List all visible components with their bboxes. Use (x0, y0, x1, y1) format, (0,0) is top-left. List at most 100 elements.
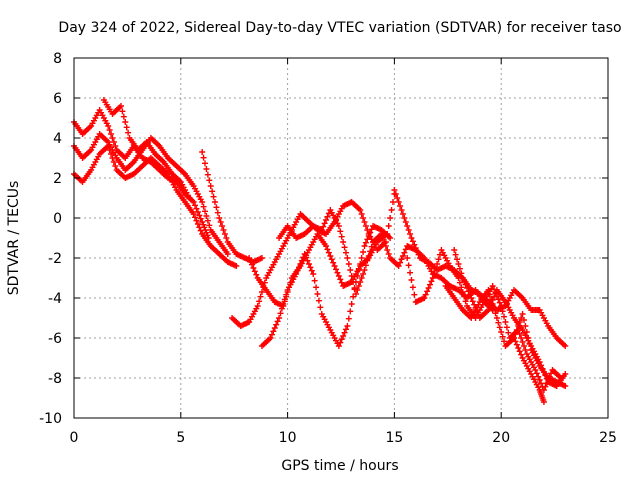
data-point (432, 265, 439, 272)
data-point (307, 264, 314, 271)
data-point (501, 338, 508, 345)
x-tick-label: 25 (599, 430, 617, 446)
data-point (362, 239, 369, 246)
data-point (398, 256, 405, 263)
data-point (311, 277, 318, 284)
data-point (305, 261, 312, 267)
data-point (394, 195, 401, 201)
x-tick-label: 0 (70, 430, 79, 446)
data-point (330, 259, 337, 266)
data-point (385, 223, 392, 229)
data-point (335, 343, 342, 349)
data-point (498, 303, 505, 309)
data-point (324, 213, 331, 220)
data-point (333, 266, 340, 273)
data-point (401, 215, 408, 221)
data-point (196, 224, 203, 231)
data-point (247, 258, 254, 265)
data-point (360, 249, 367, 255)
data-point (491, 305, 498, 312)
data-point (427, 281, 433, 288)
data-point (216, 215, 223, 221)
data-point (380, 235, 387, 241)
data-point (409, 238, 416, 245)
data-point (425, 285, 432, 291)
data-point (119, 108, 126, 115)
data-point (361, 243, 368, 249)
data-point (422, 291, 429, 298)
data-point (562, 371, 569, 377)
data-point (421, 295, 428, 301)
plot-frame (73, 57, 609, 419)
data-point (399, 211, 406, 217)
axis-ticks: 0 5 10 15 20 25 -10 -8 -6 -4 -2 0 2 4 6 8 (39, 51, 617, 446)
data-point (277, 310, 284, 317)
data-point (458, 284, 465, 291)
data-point (502, 319, 509, 325)
data-point (465, 288, 472, 295)
data-point (365, 233, 372, 239)
data-point (522, 323, 529, 329)
data-point (424, 288, 431, 295)
data-point (389, 199, 396, 205)
data-point (505, 329, 512, 336)
data-point (224, 251, 231, 257)
data-point (498, 329, 505, 335)
data-point (295, 264, 302, 271)
data-point (348, 273, 355, 279)
data-point (513, 327, 520, 333)
data-point (428, 278, 435, 285)
data-point (120, 113, 127, 120)
data-point (499, 308, 506, 315)
data-point (249, 261, 255, 268)
data-point (258, 289, 265, 295)
x-tick-label: 20 (492, 430, 510, 446)
data-point (190, 199, 197, 205)
data-point (203, 166, 210, 172)
data-point (105, 123, 112, 129)
data-point (331, 263, 338, 269)
data-point (106, 127, 113, 133)
data-point (367, 248, 374, 255)
data-point (328, 256, 335, 263)
data-point (496, 299, 503, 306)
data-point (221, 231, 228, 237)
data-point (513, 341, 520, 348)
data-point (274, 318, 281, 325)
data-point (535, 373, 542, 380)
data-point (194, 221, 201, 227)
data-point (256, 298, 263, 305)
data-point (202, 208, 209, 215)
series-track-a (71, 107, 212, 241)
data-point (455, 261, 462, 267)
data-point (395, 263, 402, 269)
y-tick-label: -4 (48, 291, 62, 307)
data-point (220, 227, 227, 233)
data-point (117, 103, 124, 109)
y-tick-label: 6 (53, 91, 62, 107)
data-point (110, 139, 117, 145)
data-point (462, 298, 469, 305)
data-point (200, 203, 207, 210)
data-point (270, 328, 277, 335)
data-point (210, 193, 217, 200)
data-point (397, 259, 404, 266)
data-point (503, 324, 510, 331)
y-tick-label: 2 (53, 171, 62, 187)
data-point (109, 135, 116, 141)
data-point (519, 311, 526, 317)
data-point (408, 235, 415, 241)
data-point (310, 271, 317, 277)
data-point (347, 267, 354, 273)
data-point (122, 119, 129, 125)
data-point (382, 243, 389, 249)
data-point (341, 244, 348, 251)
data-point (342, 326, 349, 333)
data-point (501, 313, 508, 320)
data-point (456, 279, 463, 286)
data-point (429, 275, 436, 281)
data-point (276, 315, 283, 321)
data-point (108, 151, 115, 157)
data-point (362, 223, 369, 229)
data-point (202, 160, 209, 167)
